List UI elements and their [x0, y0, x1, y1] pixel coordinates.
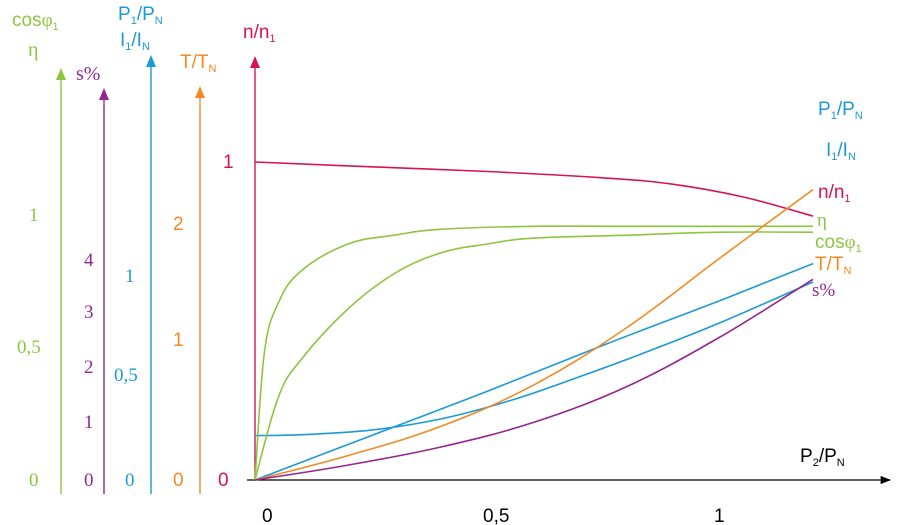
y-axis-cyan — [146, 55, 156, 494]
tick-purple-0: 0 — [84, 470, 94, 491]
tick-green-05: 0,5 — [17, 337, 41, 358]
tick-x-0: 0 — [262, 506, 273, 525]
y-axes-group — [56, 55, 260, 494]
axis-label-n-n1: n/n1 — [243, 22, 276, 45]
y-axis-purple — [99, 88, 109, 494]
curve-label-eta: η — [817, 210, 827, 231]
tick-x-1: 1 — [714, 506, 725, 525]
tick-purple-4: 4 — [84, 250, 94, 271]
tick-orange-0: 0 — [173, 470, 184, 491]
tick-green-1: 1 — [29, 205, 39, 226]
curve-label-t-tn: T/TN — [815, 254, 852, 277]
curve-cosphi — [254, 231, 814, 481]
axis-label-i1-in: I1/IN — [120, 30, 150, 53]
curve-i1-in — [254, 281, 814, 437]
y-axis-magenta — [250, 56, 260, 480]
tick-purple-1: 1 — [84, 412, 94, 433]
y-axis-green — [56, 68, 66, 494]
curve-label-n-n1: n/n1 — [818, 182, 851, 205]
curves-group — [254, 161, 814, 481]
axis-label-x: P2/PN — [800, 446, 845, 469]
axis-label-p1-pn: P1/PN — [118, 4, 163, 27]
axis-label-t-tn: T/TN — [180, 52, 217, 75]
curve-s-percent — [254, 278, 814, 481]
tick-magenta-0: 0 — [218, 470, 229, 491]
tick-green-0: 0 — [29, 470, 39, 491]
curve-label-p1-pn: P1/PN — [818, 99, 863, 122]
tick-purple-3: 3 — [84, 302, 94, 323]
curve-eta — [254, 225, 813, 481]
curve-n-n1 — [254, 161, 814, 217]
curve-label-i1-in: I1/IN — [826, 140, 856, 163]
curve-p1-pn — [254, 262, 814, 481]
axis-label-eta: η — [28, 39, 38, 61]
tick-cyan-0: 0 — [125, 470, 135, 491]
tick-orange-1: 1 — [173, 330, 184, 351]
curve-label-s-percent: s% — [812, 280, 835, 301]
tick-x-05: 0,5 — [483, 506, 509, 525]
tick-purple-2: 2 — [84, 357, 94, 378]
y-axis-orange — [195, 86, 205, 494]
tick-magenta-1: 1 — [223, 152, 234, 173]
curve-t-tn — [254, 188, 814, 481]
curve-label-cosphi: cosφ1 — [815, 232, 862, 255]
axis-label-cosphi: cosφ1 — [12, 10, 59, 33]
axis-label-s-percent: s% — [76, 63, 100, 85]
tick-orange-2: 2 — [173, 214, 184, 235]
tick-cyan-1: 1 — [125, 266, 135, 287]
tick-cyan-05: 0,5 — [114, 365, 138, 386]
